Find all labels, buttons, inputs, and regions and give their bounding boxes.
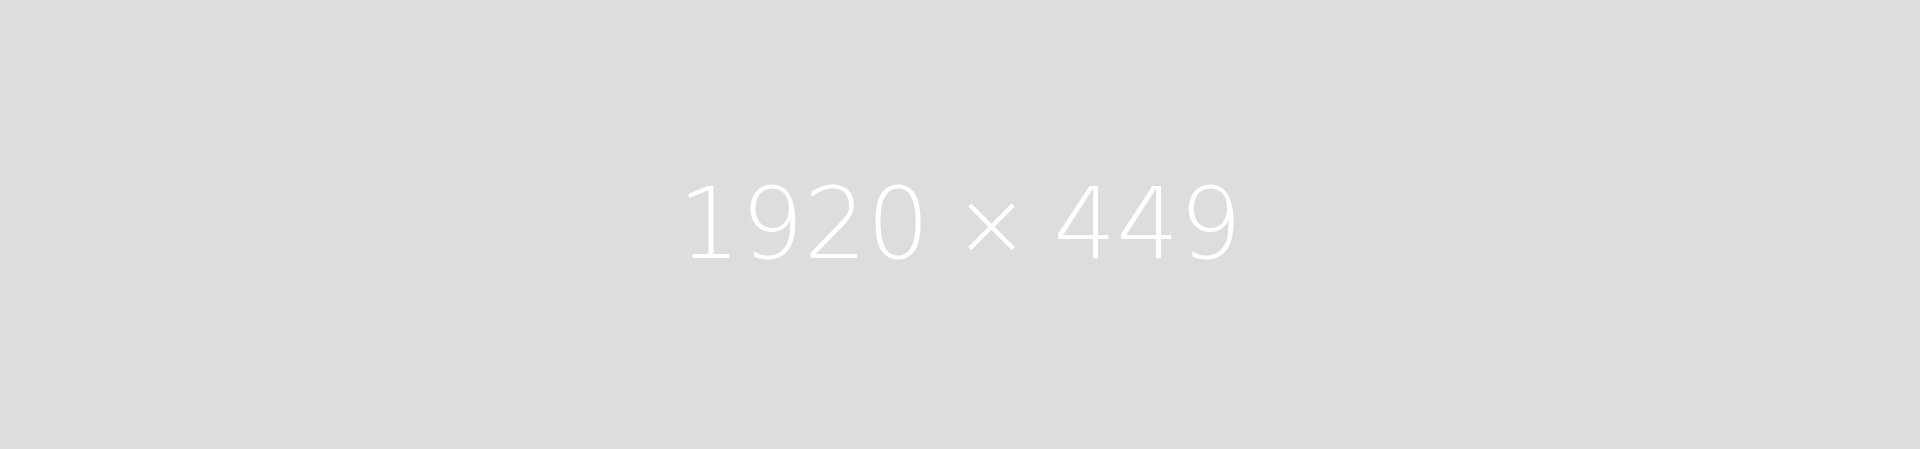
width-label: 1920 [677,167,930,282]
dimension-separator: × [953,171,1030,277]
height-label: 449 [1053,167,1243,282]
